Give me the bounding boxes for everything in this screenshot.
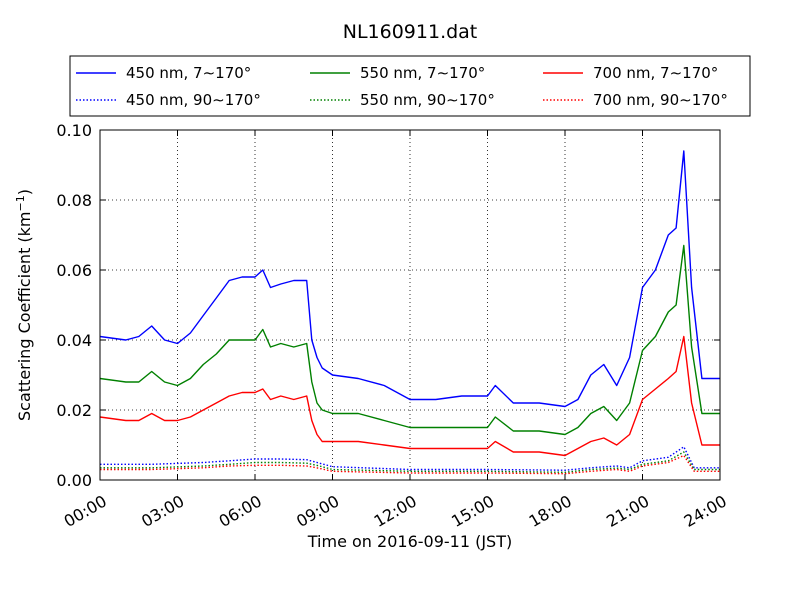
legend: 450 nm, 7∼170° 550 nm, 7∼170° 700 nm, 7∼17… [69, 55, 751, 117]
legend-items: 450 nm, 7∼170° 550 nm, 7∼170° 700 nm, 7∼17… [76, 64, 728, 109]
plot-background [100, 130, 720, 480]
series-line-0 [99, 150, 720, 408]
legend-label-2: 550 nm, 7∼170° [360, 64, 485, 82]
x-tick-label: 09:00 [293, 491, 342, 531]
legend-label-1: 450 nm, 90∼170° [126, 91, 261, 109]
y-tick-label: 0.08 [56, 191, 92, 210]
x-tick-label: 24:00 [681, 491, 730, 531]
y-tick-label: 0.00 [56, 471, 92, 490]
legend-label-5: 700 nm, 90∼170° [593, 91, 728, 109]
x-tick-label: 03:00 [138, 491, 187, 531]
series-line-2 [99, 244, 720, 436]
y-tick-label: 0.04 [56, 331, 92, 350]
plot-area: 00:00 03:00 06:00 09:00 12:00 15:00 18:00 21:00… [56, 121, 730, 531]
chart-title: NL160911.dat [343, 21, 478, 43]
grid [100, 130, 720, 480]
x-tick-label: 18:00 [526, 491, 575, 531]
x-tick-label: 12:00 [371, 491, 420, 531]
x-tick-label: 15:00 [448, 491, 497, 531]
y-axis-label-tail: ) [15, 189, 34, 195]
series-line-5 [100, 454, 720, 475]
series-line-1 [100, 446, 720, 471]
x-tick-label: 00:00 [61, 491, 110, 531]
series-line-3 [100, 451, 720, 473]
y-tick-label: 0.02 [56, 401, 92, 420]
y-tick-label: 0.10 [56, 121, 92, 140]
y-tick-label: 0.06 [56, 261, 92, 280]
y-axis-label-superscript: −1 [14, 195, 27, 211]
x-tick-label: 06:00 [216, 491, 265, 531]
y-axis-label: Scattering Coefficient (km−1) [14, 189, 34, 421]
legend-label-0: 450 nm, 7∼170° [126, 64, 251, 82]
x-axis-label: Time on 2016-09-11 (JST) [307, 532, 512, 551]
legend-box [69, 55, 751, 117]
legend-label-4: 700 nm, 7∼170° [593, 64, 718, 82]
x-tick-label: 21:00 [603, 491, 652, 531]
series-line-4 [99, 335, 720, 457]
series-layer [99, 150, 720, 475]
legend-label-3: 550 nm, 90∼170° [360, 91, 495, 109]
y-axis-label-main: Scattering Coefficient (km [15, 211, 34, 421]
